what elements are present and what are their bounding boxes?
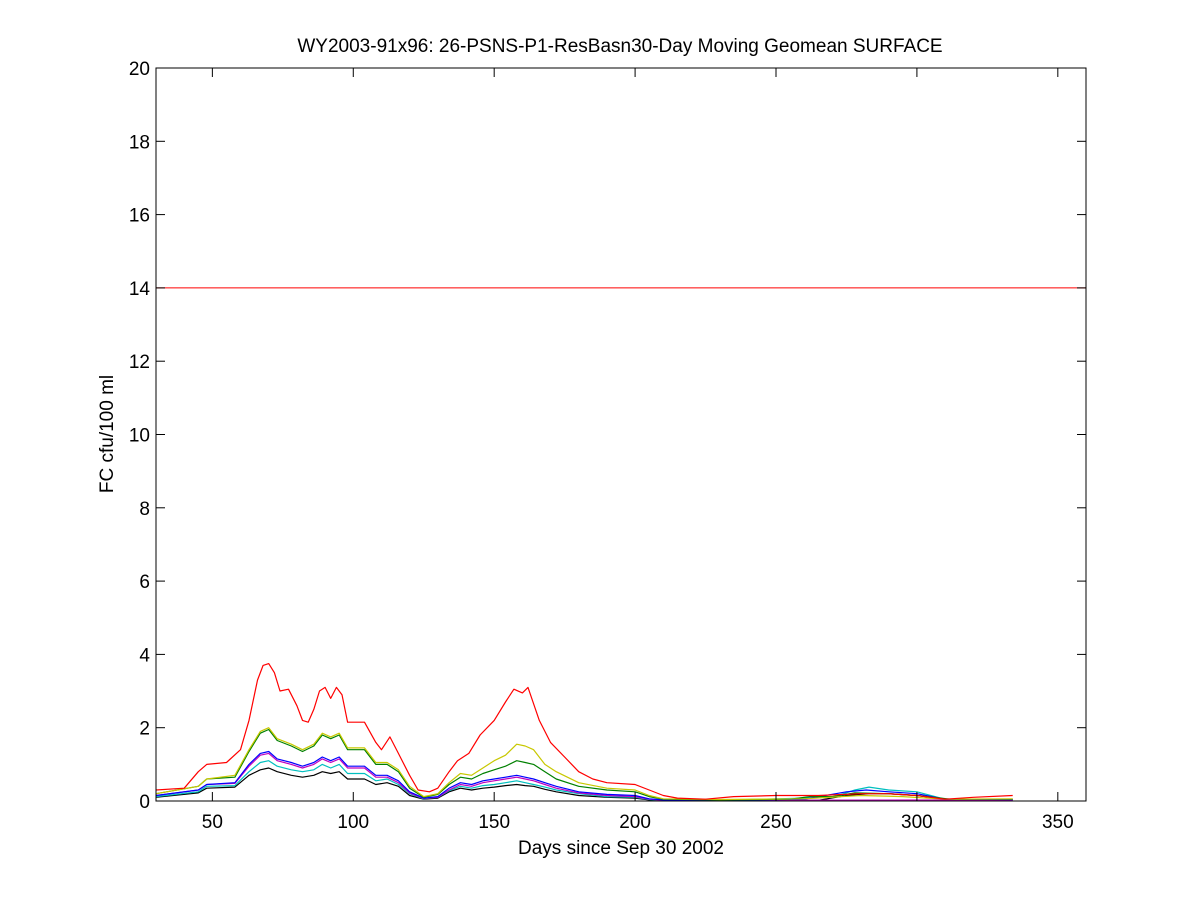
y-tick-label: 18 [129,132,150,153]
y-axis-ticks: 0 2 4 6 8 10 12 14 16 18 20 [129,59,1086,813]
x-tick-label: 100 [337,812,369,833]
x-axis-label: Days since Sep 30 2002 [518,838,724,859]
y-tick-label: 16 [129,206,150,227]
x-tick-label: 50 [202,812,223,833]
x-tick-label: 200 [619,812,651,833]
y-tick-label: 4 [139,645,150,666]
y-tick-label: 0 [139,792,150,813]
y-tick-label: 6 [139,572,150,593]
y-tick-label: 14 [129,279,151,300]
series-line-5 [156,752,1013,801]
x-tick-label: 250 [760,812,792,833]
series-line-1 [156,662,1013,800]
y-tick-label: 10 [129,426,150,447]
series-line-2 [156,727,1013,801]
x-tick-label: 150 [478,812,510,833]
chart-title: WY2003-91x96: 26-PSNS-P1-ResBasn30-Day M… [297,36,942,57]
x-tick-label: 350 [1042,812,1074,833]
plot-area-frame [155,67,1087,802]
y-axis-label: FC cfu/100 ml [97,375,118,493]
y-tick-label: 12 [129,352,150,373]
x-axis-ticks: 50 100 150 200 250 300 350 [202,68,1074,833]
x-tick-label: 300 [901,812,933,833]
y-tick-label: 20 [129,59,150,80]
y-tick-label: 2 [139,719,150,740]
y-tick-label: 8 [139,499,150,520]
